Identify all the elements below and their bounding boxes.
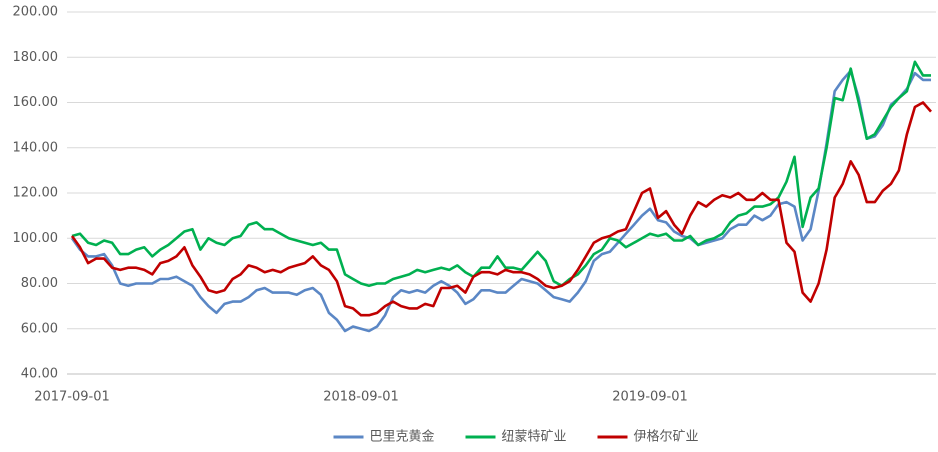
y-tick-label: 140.00 [13, 140, 59, 155]
legend-label: 巴里克黄金 [370, 429, 435, 445]
x-tick-label: 2017-09-01 [34, 390, 110, 405]
legend-label: 伊格尔矿业 [634, 429, 699, 445]
series-line [70, 101, 932, 317]
x-tick-label: 2019-09-01 [612, 390, 688, 405]
y-tick-label: 180.00 [13, 50, 59, 65]
y-tick-label: 120.00 [13, 186, 59, 201]
series-line [70, 69, 931, 333]
series-line [71, 60, 931, 288]
y-tick-label: 80.00 [21, 276, 58, 291]
y-tick-label: 60.00 [21, 321, 58, 336]
y-tick-label: 200.00 [13, 5, 59, 20]
y-tick-label: 160.00 [13, 95, 59, 110]
legend-label: 纽蒙特矿业 [502, 430, 567, 445]
y-tick-label: 40.00 [21, 367, 58, 382]
legend: 巴里克黄金 纽蒙特矿业 伊格尔矿业 [333, 429, 699, 445]
y-tick-label: 100.00 [13, 231, 59, 246]
x-tick-label: 2018-09-01 [323, 390, 399, 405]
